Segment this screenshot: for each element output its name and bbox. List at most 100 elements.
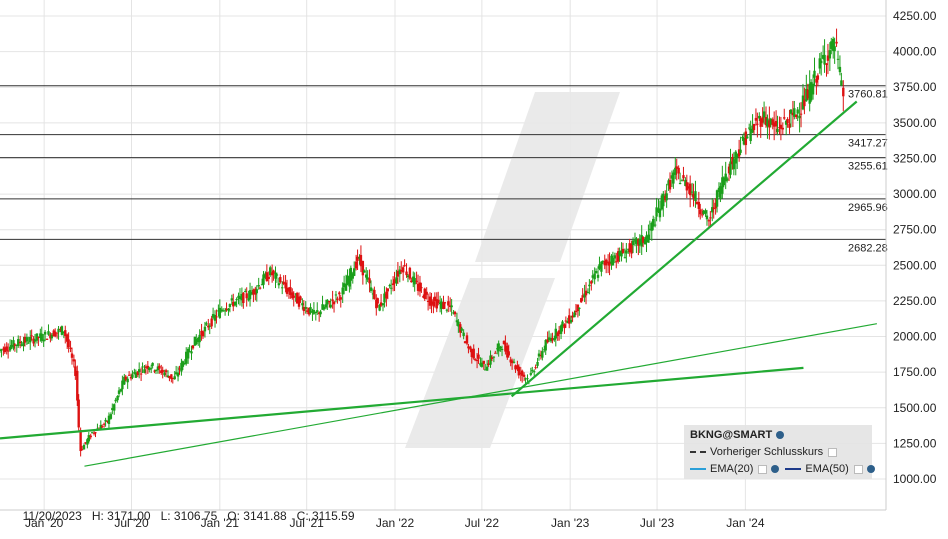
candle-body	[510, 360, 514, 364]
candle-body	[628, 243, 631, 253]
candle-body	[403, 265, 406, 267]
candle-body	[146, 365, 150, 369]
candle-body	[492, 356, 496, 358]
x-tick-label: Jan '24	[726, 516, 765, 530]
ema20-checkbox[interactable]	[758, 464, 768, 474]
prev-close-checkbox[interactable]	[828, 447, 838, 457]
settings-toggle-icon[interactable]	[776, 431, 785, 439]
candle-body	[102, 423, 106, 425]
candle-body	[820, 60, 823, 64]
candle-body	[627, 248, 630, 250]
candle-body	[816, 75, 820, 80]
candle-body	[207, 325, 210, 328]
candle-body	[217, 310, 220, 312]
candle-body	[358, 256, 361, 259]
candle-body	[50, 334, 54, 339]
candle-body	[725, 178, 729, 181]
candle-body	[317, 312, 321, 315]
candle-body	[801, 95, 805, 110]
ema50-checkbox[interactable]	[853, 464, 863, 474]
candle-body	[561, 321, 564, 327]
candle-body	[531, 370, 534, 372]
candle-body	[678, 183, 682, 185]
ema50-toggle-icon[interactable]	[866, 465, 875, 473]
candle-body	[321, 304, 324, 310]
candle-body	[722, 177, 725, 186]
candle-body	[181, 361, 185, 367]
candle-body	[633, 240, 637, 242]
candle-body	[20, 344, 23, 346]
candle-body	[64, 330, 67, 337]
candle-body	[101, 426, 104, 428]
candle-body	[786, 119, 789, 124]
candle-body	[5, 346, 8, 351]
candle-body	[650, 222, 653, 231]
candle-body	[662, 193, 665, 207]
candle-body	[113, 404, 116, 411]
info-open: O: 3141.88	[227, 509, 287, 523]
candle-body	[116, 395, 119, 401]
candle-body	[598, 264, 601, 269]
candle-body	[432, 301, 435, 307]
ema20-toggle-icon[interactable]	[771, 465, 780, 473]
candle-body	[771, 119, 774, 126]
candle-body	[796, 109, 799, 114]
candle-body	[808, 83, 811, 104]
candle-body	[160, 370, 163, 374]
candle-body	[385, 291, 388, 299]
candle-body	[714, 202, 717, 209]
candle-body	[27, 342, 30, 344]
candle-body	[342, 283, 346, 288]
candle-body	[163, 372, 166, 376]
candle-body	[195, 338, 198, 345]
candle-body	[472, 348, 475, 359]
candle-body	[393, 279, 396, 284]
candle-body	[368, 278, 371, 284]
candle-body	[410, 280, 413, 283]
candle-body	[99, 424, 102, 431]
candle-body	[670, 175, 674, 179]
candle-body	[124, 376, 127, 380]
candle-body	[412, 276, 415, 283]
candle-body	[426, 300, 430, 303]
candle-body	[366, 277, 369, 280]
candle-body	[731, 157, 734, 165]
candle-body	[500, 348, 504, 351]
candle-body	[724, 173, 727, 182]
trend-line	[0, 366, 804, 440]
candle-body	[520, 370, 524, 376]
candle-body	[776, 128, 779, 133]
legend-prev-close: Vorheriger Schlusskurs	[710, 446, 824, 458]
candle-body	[684, 179, 687, 186]
candle-body	[805, 88, 808, 102]
candle-body	[228, 304, 232, 307]
candle-body	[655, 207, 658, 217]
candle-body	[254, 288, 257, 295]
candle-body	[405, 271, 408, 276]
candle-body	[788, 123, 791, 128]
candle-body	[604, 259, 608, 266]
candle-body	[430, 299, 433, 305]
candle-body	[596, 274, 600, 278]
candle-body	[233, 301, 237, 306]
candle-body	[316, 310, 319, 312]
candle-body	[301, 303, 304, 306]
candle-body	[576, 304, 580, 312]
candle-body	[10, 344, 13, 347]
candle-body	[344, 284, 348, 291]
candle-body	[119, 389, 123, 392]
candle-body	[574, 310, 578, 313]
candle-body	[52, 330, 55, 337]
x-tick-label: Jul '21	[290, 516, 325, 530]
candle-body	[707, 220, 711, 222]
candle-body	[475, 359, 479, 362]
candle-body	[433, 296, 437, 302]
candle-body	[79, 430, 82, 452]
candle-body	[729, 161, 732, 175]
candle-body	[613, 255, 617, 259]
candle-body	[660, 195, 664, 210]
candle-body	[709, 217, 712, 219]
legend-title-row: BKNG@SMART	[690, 429, 785, 441]
candle-body	[363, 270, 366, 273]
candle-body	[287, 287, 291, 292]
